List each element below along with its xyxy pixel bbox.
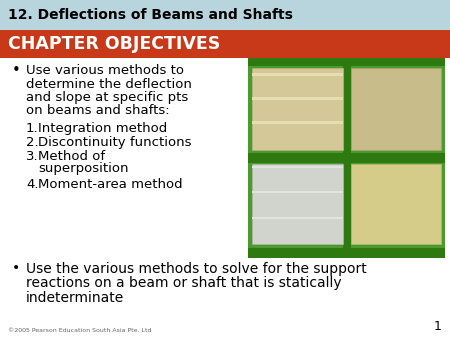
Bar: [252, 217, 342, 219]
Bar: [248, 58, 445, 66]
Bar: [351, 68, 441, 150]
Text: CHAPTER OBJECTIVES: CHAPTER OBJECTIVES: [8, 35, 220, 53]
Bar: [252, 68, 342, 150]
Text: and slope at specific pts: and slope at specific pts: [26, 91, 188, 104]
Text: 3.: 3.: [26, 150, 39, 163]
Bar: [0, 58, 450, 338]
Text: indeterminate: indeterminate: [26, 291, 124, 305]
Text: 1: 1: [434, 320, 442, 333]
Text: ©2005 Pearson Education South Asia Pte. Ltd: ©2005 Pearson Education South Asia Pte. …: [8, 328, 152, 333]
Bar: [252, 191, 342, 193]
Bar: [252, 164, 342, 244]
Text: Method of: Method of: [38, 150, 105, 163]
Text: 1.: 1.: [26, 122, 39, 135]
Text: •: •: [12, 261, 20, 275]
Bar: [351, 164, 441, 244]
Text: Discontinuity functions: Discontinuity functions: [38, 136, 192, 149]
Text: 2.: 2.: [26, 136, 39, 149]
Bar: [0, 0, 450, 30]
Text: Integration method: Integration method: [38, 122, 167, 135]
Bar: [0, 30, 450, 58]
Text: determine the deflection: determine the deflection: [26, 77, 192, 91]
Text: Use various methods to: Use various methods to: [26, 64, 184, 77]
Bar: [248, 58, 445, 258]
Text: Moment-area method: Moment-area method: [38, 178, 183, 191]
Text: superposition: superposition: [38, 162, 129, 175]
Bar: [248, 153, 445, 163]
Text: reactions on a beam or shaft that is statically: reactions on a beam or shaft that is sta…: [26, 276, 342, 290]
Bar: [252, 97, 342, 100]
Text: 12. Deflections of Beams and Shafts: 12. Deflections of Beams and Shafts: [8, 8, 293, 22]
Text: 4.: 4.: [26, 178, 39, 191]
Text: •: •: [12, 63, 21, 78]
Bar: [248, 248, 445, 258]
Bar: [252, 166, 342, 168]
Text: on beams and shafts:: on beams and shafts:: [26, 104, 170, 118]
Text: Use the various methods to solve for the support: Use the various methods to solve for the…: [26, 262, 367, 276]
Bar: [342, 58, 351, 258]
Bar: [252, 121, 342, 124]
Bar: [252, 73, 342, 76]
